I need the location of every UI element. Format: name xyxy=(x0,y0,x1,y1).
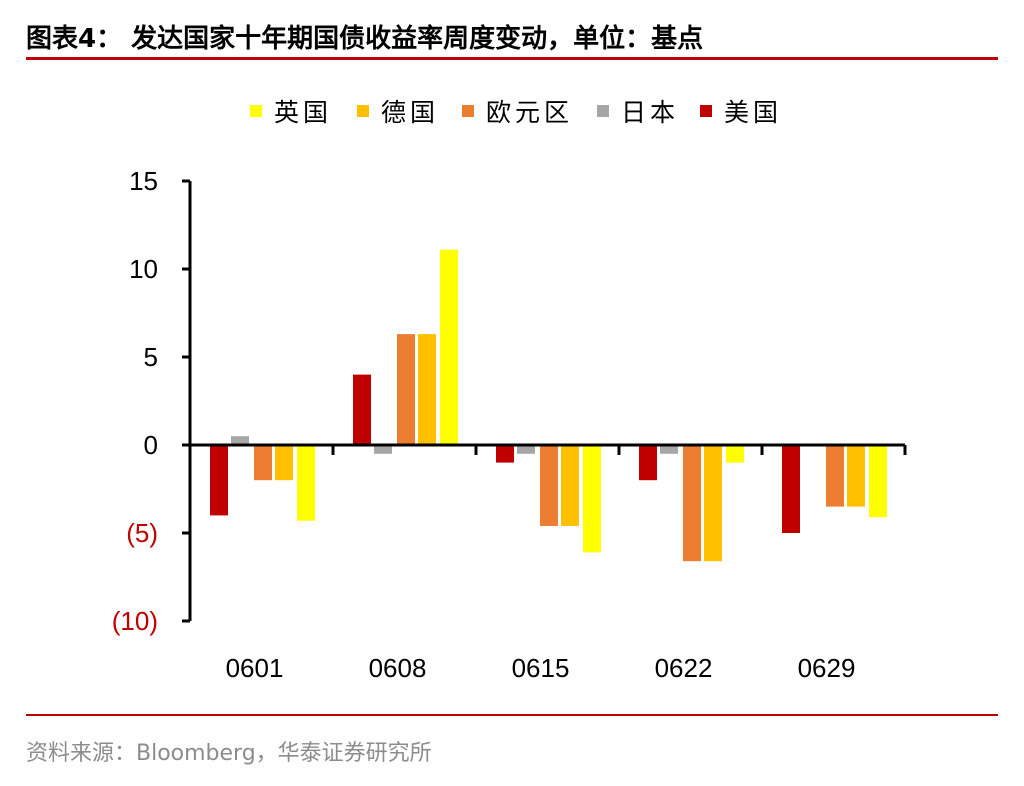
bar-德国-0608 xyxy=(418,334,436,445)
y-tick-label: 15 xyxy=(129,166,158,196)
bar-英国-0608 xyxy=(440,249,458,445)
y-tick-label: 10 xyxy=(129,254,158,284)
bar-英国-0615 xyxy=(583,445,601,553)
x-tick-label: 0601 xyxy=(226,653,284,683)
y-tick-label: 0 xyxy=(144,430,158,460)
x-tick-label: 0629 xyxy=(798,653,856,683)
bar-日本-0601 xyxy=(231,436,249,445)
bar-英国-0622 xyxy=(726,445,744,463)
legend-label: 美国 xyxy=(724,98,782,127)
source-note: 资料来源：Bloomberg，华泰证券研究所 xyxy=(26,741,432,766)
bar-美国-0622 xyxy=(639,445,657,481)
chart-title: 图表4： 发达国家十年期国债收益率周度变动，单位：基点 xyxy=(26,24,704,54)
bar-欧元区-0629 xyxy=(826,445,844,507)
legend-swatch xyxy=(700,105,712,117)
x-tick-label: 0615 xyxy=(512,653,570,683)
bar-美国-0629 xyxy=(782,445,800,533)
bar-美国-0615 xyxy=(496,445,514,463)
legend-swatch xyxy=(462,105,474,117)
bar-德国-0622 xyxy=(704,445,722,562)
y-tick-label: (10) xyxy=(112,606,158,636)
footer-divider xyxy=(26,714,998,716)
bar-美国-0608 xyxy=(353,374,371,445)
bar-德国-0615 xyxy=(561,445,579,526)
bar-德国-0601 xyxy=(275,445,293,481)
bar-欧元区-0615 xyxy=(540,445,558,526)
legend-swatch xyxy=(250,105,262,117)
x-tick-label: 0608 xyxy=(369,653,427,683)
x-tick-label: 0622 xyxy=(655,653,713,683)
legend-swatch xyxy=(357,105,369,117)
legend-swatch xyxy=(597,105,609,117)
bar-欧元区-0622 xyxy=(683,445,701,562)
legend-label: 日本 xyxy=(621,98,679,127)
legend-label: 英国 xyxy=(274,98,332,127)
legend-label: 欧元区 xyxy=(486,98,573,127)
bar-日本-0615 xyxy=(517,445,535,454)
bar-日本-0622 xyxy=(660,445,678,454)
y-tick-label: 5 xyxy=(144,342,158,372)
y-tick-label: (5) xyxy=(126,518,158,548)
bar-英国-0601 xyxy=(297,445,315,521)
bar-英国-0629 xyxy=(869,445,887,518)
legend-label: 德国 xyxy=(381,98,439,127)
bar-欧元区-0608 xyxy=(397,334,415,445)
bar-日本-0608 xyxy=(374,445,392,454)
title-divider xyxy=(26,57,998,60)
bar-美国-0601 xyxy=(210,445,228,516)
bar-欧元区-0601 xyxy=(254,445,272,481)
bar-德国-0629 xyxy=(847,445,865,507)
